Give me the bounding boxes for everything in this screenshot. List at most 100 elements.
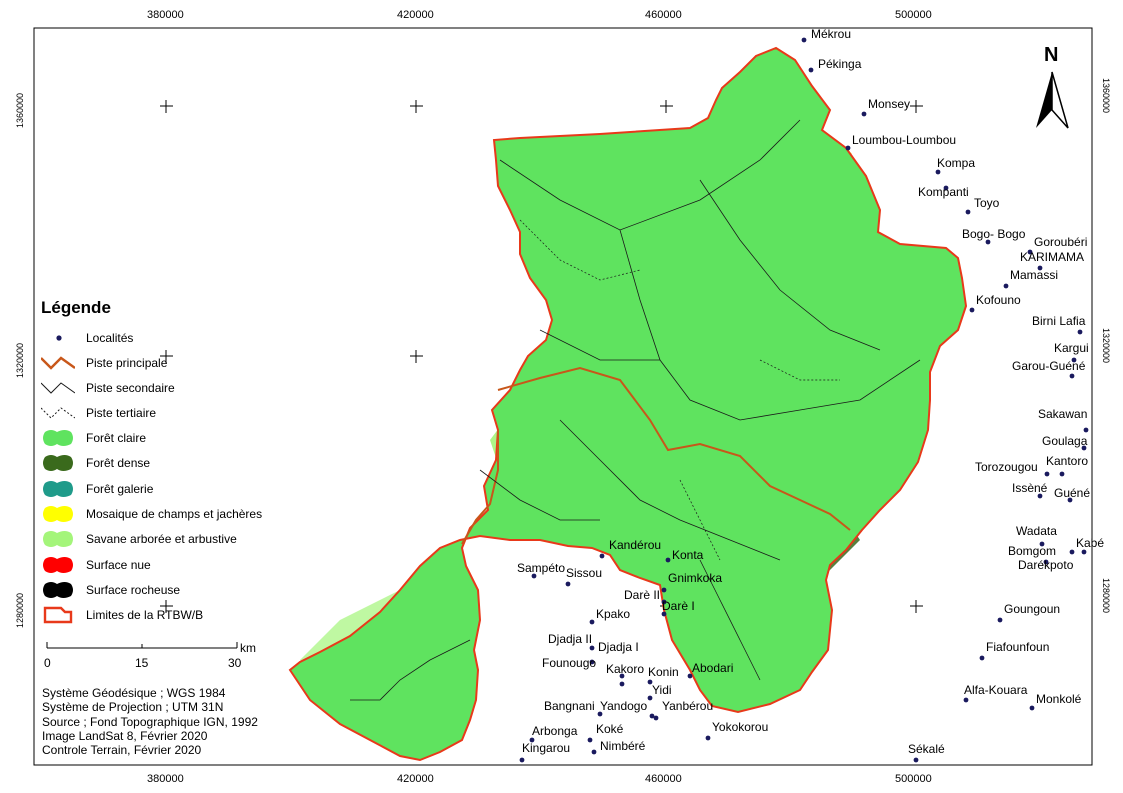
locality-dot xyxy=(1043,559,1049,565)
legend-item-foret-galerie: Forêt galerie xyxy=(41,479,153,499)
locality-dot xyxy=(529,737,535,743)
locality-dots xyxy=(519,37,1089,763)
gallery-forest-swatch-icon xyxy=(43,481,73,497)
y-tick-label: 1280000 xyxy=(15,593,25,628)
locality-label: Nimbéré xyxy=(600,739,646,753)
locality-dot xyxy=(969,307,975,313)
locality-dot xyxy=(985,239,991,245)
y-tick-labels-left: 1360000 1320000 1280000 xyxy=(15,93,25,628)
locality-label: Founougo xyxy=(542,656,596,670)
x-tick-labels-bottom: 380000 420000 460000 500000 xyxy=(147,773,932,785)
x-tick-label: 420000 xyxy=(397,773,434,785)
crop-mosaic-swatch-icon xyxy=(43,506,73,522)
locality-dot xyxy=(619,681,625,687)
main-road-icon xyxy=(41,356,75,370)
locality-label: Alfa-Kouara xyxy=(964,683,1028,697)
locality-dot xyxy=(1003,283,1009,289)
tertiary-road-icon xyxy=(41,407,75,419)
y-tick-label: 1280000 xyxy=(1101,578,1111,613)
savanna-swatch-icon xyxy=(43,531,73,547)
legend-label: Savane arborée et arbustive xyxy=(86,532,237,546)
locality-dot xyxy=(1077,329,1083,335)
locality-label: Yidi xyxy=(652,683,672,697)
locality-label: Kompanti xyxy=(918,185,969,199)
scale-unit: km xyxy=(240,641,256,655)
locality-dot xyxy=(589,645,595,651)
locality-label: Goungoun xyxy=(1004,602,1060,616)
legend-item-foret-claire: Forêt claire xyxy=(41,428,146,448)
legend-item-surface-nue: Surface nue xyxy=(41,555,151,575)
locality-dot xyxy=(1069,373,1075,379)
locality-label: Sissou xyxy=(566,566,602,580)
locality-label: Fiafounfoun xyxy=(986,640,1049,654)
locality-dot xyxy=(661,611,667,617)
locality-dot xyxy=(599,553,605,559)
locality-dot xyxy=(935,169,941,175)
legend-label: Forêt galerie xyxy=(86,482,154,496)
scale-tick-15: 15 xyxy=(135,656,149,670)
north-arrow-icon xyxy=(1036,71,1069,129)
locality-dot xyxy=(1059,471,1065,477)
locality-dot xyxy=(591,749,597,755)
locality-dot xyxy=(1081,445,1087,451)
x-tick-label: 420000 xyxy=(397,9,434,21)
locality-label: Pékinga xyxy=(818,57,862,71)
legend-label: Piste tertiaire xyxy=(86,406,157,420)
locality-dot xyxy=(1069,549,1075,555)
locality-dot xyxy=(665,557,671,563)
locality-label: KARIMAMA xyxy=(1020,250,1084,264)
locality-dot xyxy=(589,619,595,625)
locality-dot xyxy=(1037,493,1043,499)
map-metadata: Système Géodésique ; WGS 1984 Système de… xyxy=(42,686,258,757)
locality-dot xyxy=(979,655,985,661)
locality-dot xyxy=(661,599,667,605)
locality-dot xyxy=(801,37,807,43)
locality-label: Yandogo xyxy=(600,699,647,713)
locality-label: Bogo- Bogo xyxy=(962,227,1026,241)
scale-bar xyxy=(46,642,238,649)
locality-dot xyxy=(653,715,659,721)
locality-label: Sékalé xyxy=(908,742,945,756)
locality-label: Goulaga xyxy=(1042,434,1088,448)
legend-label: Limites de la RTBW/B xyxy=(86,608,204,622)
legend-item-savane: Savane arborée et arbustive xyxy=(41,529,237,549)
rocky-surface-swatch-icon xyxy=(43,582,73,598)
locality-dot xyxy=(649,713,655,719)
locality-dot xyxy=(705,735,711,741)
locality-label: Loumbou-Loumbou xyxy=(852,133,956,147)
locality-dot xyxy=(587,737,593,743)
locality-label: Kofouno xyxy=(976,293,1021,307)
locality-label: Sampéto xyxy=(517,561,565,575)
locality-label: Konin xyxy=(648,665,679,679)
metadata-line: Système de Projection ; UTM 31N xyxy=(42,700,224,715)
north-label: N xyxy=(1044,44,1059,66)
locality-dot xyxy=(519,757,525,763)
locality-dot xyxy=(647,695,653,701)
locality-dot xyxy=(687,673,693,679)
locality-label: Yanbérou xyxy=(662,699,713,713)
legend-item-mosaique: Mosaique de champs et jachères xyxy=(41,504,262,524)
locality-label: Garou-Guéné xyxy=(1012,359,1086,373)
locality-dot xyxy=(861,111,867,117)
locality-label: Guéné xyxy=(1054,486,1090,500)
locality-dot-icon xyxy=(56,335,62,341)
locality-dot xyxy=(1029,705,1035,711)
open-forest-swatch-icon xyxy=(43,430,73,446)
locality-dot xyxy=(661,587,667,593)
locality-label: Birni Lafia xyxy=(1032,314,1086,328)
metadata-line: Image LandSat 8, Février 2020 xyxy=(42,728,208,743)
locality-label: Monkolé xyxy=(1036,692,1082,706)
legend-item-foret-dense: Forêt dense xyxy=(41,453,150,473)
scale-tick-30: 30 xyxy=(228,656,242,670)
locality-label: Toyo xyxy=(974,196,1000,210)
locality-label: Torozougou xyxy=(975,460,1038,474)
x-tick-label: 380000 xyxy=(147,773,184,785)
legend-label: Surface nue xyxy=(86,558,151,572)
locality-label: Kandérou xyxy=(609,538,661,552)
legend-label: Localités xyxy=(86,331,134,345)
locality-labels: Mékrou Pékinga Monsey Loumbou-Loumbou Kompa K… xyxy=(517,27,1104,756)
x-tick-label: 500000 xyxy=(895,773,932,785)
legend-label: Forêt dense xyxy=(86,456,151,470)
locality-label: Darè II xyxy=(624,588,660,602)
